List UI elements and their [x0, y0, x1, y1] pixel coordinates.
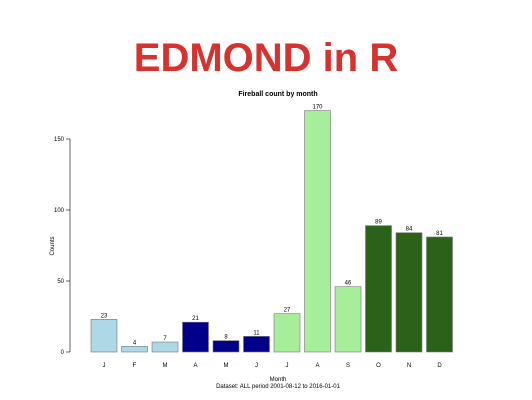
bar-3 — [151, 341, 179, 353]
bar-2 — [121, 346, 148, 353]
bar-value-label: 170 — [312, 105, 323, 111]
bar-value-label: 81 — [436, 231, 443, 237]
x-tick-label: A — [193, 363, 197, 369]
x-tick-label: D — [437, 363, 442, 369]
x-tick-label: M — [224, 363, 229, 369]
y-tick-label: 100 — [54, 208, 65, 214]
bar-12 — [426, 236, 453, 353]
bar-9 — [334, 286, 362, 353]
chart-title: Fireball count by month — [238, 91, 317, 98]
bar-value-label: 8 — [224, 335, 228, 341]
bar-10 — [365, 225, 392, 353]
y-axis: 0 50 100 150 — [54, 137, 71, 356]
bar-value-label: 4 — [133, 340, 137, 346]
bar-5 — [212, 340, 240, 353]
bars-group — [90, 110, 453, 353]
x-tick-label: N — [407, 363, 411, 369]
bar-7 — [273, 313, 301, 353]
x-tick-label: F — [133, 363, 137, 369]
y-tick-label: 0 — [61, 350, 65, 356]
x-tick-label: J — [103, 363, 106, 369]
bar-1 — [90, 319, 118, 353]
bar-8 — [304, 110, 331, 353]
bar-6 — [243, 336, 270, 353]
bar-4 — [182, 321, 209, 353]
x-tick-label: J — [255, 363, 258, 369]
slide-title: EDMOND in R — [133, 36, 399, 80]
x-tick-label: A — [315, 363, 319, 369]
bar-value-label: 27 — [284, 308, 291, 314]
x-tick-label: M — [163, 363, 168, 369]
y-axis-label: Counts — [50, 236, 56, 255]
bar-value-label: 7 — [163, 336, 167, 342]
bar-value-label: 23 — [101, 313, 108, 319]
bar-value-label: 21 — [192, 316, 199, 322]
bar-value-label: 84 — [406, 227, 413, 233]
x-axis-label: Month — [270, 377, 287, 383]
x-tick-label: O — [376, 363, 381, 369]
x-tick-label: J — [286, 363, 289, 369]
x-tick-label: S — [346, 363, 350, 369]
bar-value-label: 46 — [345, 281, 352, 287]
y-tick-label: 150 — [54, 137, 65, 143]
bar-value-label: 89 — [375, 220, 382, 226]
bar-value-label: 11 — [253, 330, 260, 336]
chart-subtitle: Dataset: ALL period 2001-08-12 to 2016-0… — [216, 384, 341, 390]
value-labels-group: 23 4 7 21 8 11 27 170 46 89 84 81 — [101, 105, 444, 347]
bar-11 — [395, 232, 423, 353]
y-tick-label: 50 — [57, 279, 64, 285]
